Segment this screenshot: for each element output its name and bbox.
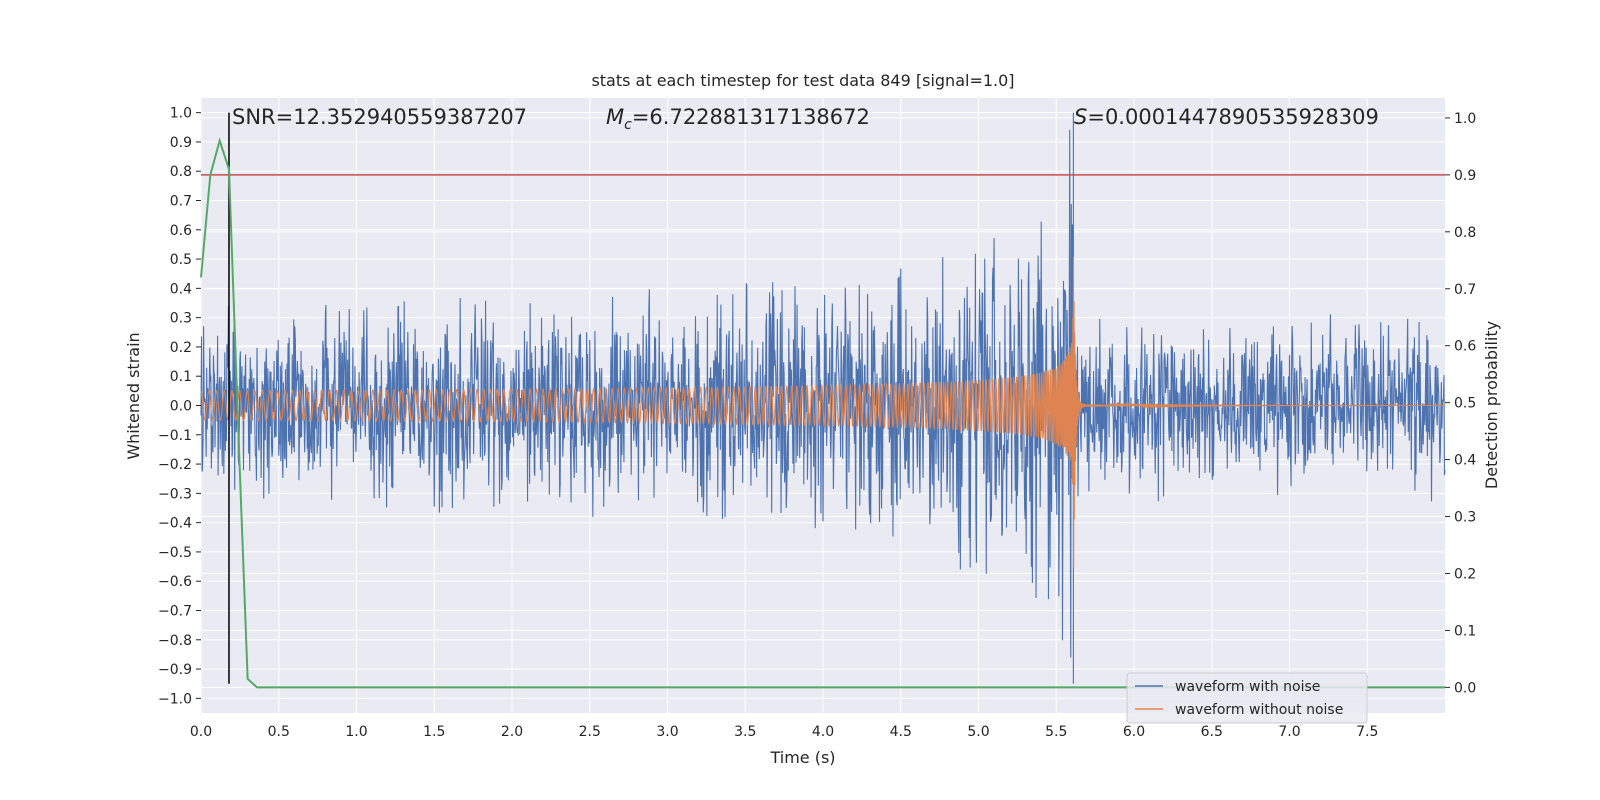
y-tick-label: −0.6: [158, 574, 192, 590]
x-tick-label: 2.5: [579, 724, 601, 740]
legend-box: [1126, 672, 1368, 724]
y-tick-label: −0.4: [158, 516, 192, 532]
y-tick-label: −0.2: [158, 457, 192, 473]
y-tick-label: 0.1: [170, 369, 192, 385]
chirp-mass-subscript: c: [624, 117, 632, 133]
x-tick-label: 2.0: [501, 724, 523, 740]
y-tick-label: 0.5: [170, 252, 192, 268]
y2-tick-label: 0.2: [1454, 566, 1476, 582]
y2-tick-label: 0.4: [1454, 453, 1476, 469]
s-annotation: S=0.0001447890535928309: [1074, 105, 1379, 129]
x-tick-label: 7.0: [1278, 724, 1300, 740]
x-axis-ticks: 0.0 0.5 1.0 1.5 2.0 2.5 3.0 3.5 4.0 4.5 5.0 5.5 6.0 6…: [190, 724, 1379, 740]
y-axis-label: Whitened strain: [124, 332, 143, 459]
chirp-mass-annotation: Mc=6.722881317138672: [606, 105, 870, 133]
reference-lines: [200, 112, 1445, 689]
y-tick-label: 0.7: [170, 194, 192, 210]
s-symbol: S: [1074, 105, 1087, 129]
y-tick-label: 0.3: [170, 311, 192, 327]
legend-label-noise: waveform with noise: [1175, 679, 1320, 695]
y-tick-label: −0.9: [158, 662, 192, 678]
y2-tick-label: 0.9: [1454, 168, 1476, 184]
legend: waveform with noise waveform without noi…: [1126, 672, 1368, 724]
y-tick-label: −0.1: [158, 428, 192, 444]
s-value: =0.0001447890535928309: [1087, 105, 1379, 129]
chart-title: stats at each timestep for test data 849…: [591, 71, 1014, 90]
x-axis-label: Time (s): [769, 748, 835, 767]
y-tick-label: −0.8: [158, 633, 192, 649]
x-tick-label: 5.0: [967, 724, 989, 740]
y2-tick-label: 0.3: [1454, 510, 1476, 526]
y2-tick-label: 0.6: [1454, 339, 1476, 355]
y-tick-label: 0.6: [170, 223, 192, 239]
x-tick-label: 7.5: [1356, 724, 1378, 740]
x-tick-label: 1.5: [423, 724, 445, 740]
y2-tick-label: 0.5: [1454, 396, 1476, 412]
y-tick-label: 0.0: [170, 399, 192, 415]
x-tick-label: 4.0: [812, 724, 834, 740]
y-axis-ticks: 1.0 0.9 0.8 0.7 0.6 0.5 0.4 0.3 0.2 0.1 0.0 −0.1 −0.…: [158, 106, 201, 707]
x-tick-label: 6.5: [1201, 724, 1223, 740]
y2-tick-label: 0.7: [1454, 282, 1476, 298]
y2-tick-label: 0.0: [1454, 680, 1476, 696]
y-tick-label: 0.4: [170, 281, 192, 297]
legend-label-clean: waveform without noise: [1175, 702, 1343, 718]
y2-tick-label: 0.8: [1454, 225, 1476, 241]
y-tick-label: 0.9: [170, 135, 192, 151]
chirp-mass-symbol: M: [606, 105, 624, 129]
series-waveform-without-noise: [200, 256, 1446, 568]
y2-tick-label: 1.0: [1454, 111, 1476, 127]
y-tick-label: 0.2: [170, 340, 192, 356]
y-tick-label: −0.3: [158, 486, 192, 502]
y2-axis-ticks: 1.0 0.9 0.8 0.7 0.6 0.5 0.4 0.3 0.2 0.1 0.0: [1445, 111, 1476, 696]
y-tick-label: 1.0: [170, 106, 192, 122]
x-tick-label: 4.5: [890, 724, 912, 740]
x-tick-label: 3.5: [734, 724, 756, 740]
x-tick-label: 0.5: [268, 724, 290, 740]
y-tick-label: −1.0: [158, 691, 192, 707]
y-tick-label: −0.7: [158, 604, 192, 620]
y2-axis-label: Detection probability: [1482, 321, 1501, 489]
x-tick-label: 0.0: [190, 724, 212, 740]
snr-annotation: SNR=12.352940559387207: [232, 105, 527, 129]
x-tick-label: 5.5: [1045, 724, 1067, 740]
y-tick-label: −0.5: [158, 545, 192, 561]
series-detection-probability: [200, 137, 1445, 689]
y-tick-label: 0.8: [170, 164, 192, 180]
series-layer: [200, 112, 1446, 684]
x-tick-label: 1.0: [345, 724, 367, 740]
x-tick-label: 6.0: [1123, 724, 1145, 740]
y2-tick-label: 0.1: [1454, 623, 1476, 639]
chirp-mass-value: =6.722881317138672: [632, 105, 870, 129]
x-tick-label: 3.0: [656, 724, 678, 740]
